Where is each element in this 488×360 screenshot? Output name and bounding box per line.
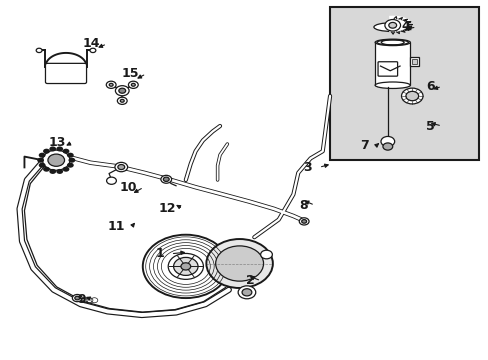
- Circle shape: [67, 153, 74, 158]
- Text: 9: 9: [77, 293, 85, 306]
- Text: 7: 7: [360, 139, 368, 152]
- Ellipse shape: [373, 23, 411, 32]
- Circle shape: [62, 167, 69, 172]
- Circle shape: [382, 143, 392, 150]
- Circle shape: [401, 88, 422, 104]
- Circle shape: [173, 257, 198, 275]
- Circle shape: [62, 149, 69, 154]
- Circle shape: [161, 175, 171, 183]
- Bar: [411, 59, 416, 64]
- Circle shape: [106, 81, 116, 89]
- Circle shape: [36, 48, 42, 53]
- Polygon shape: [389, 17, 410, 31]
- Circle shape: [68, 158, 75, 163]
- Circle shape: [37, 158, 44, 163]
- Circle shape: [142, 235, 228, 298]
- Circle shape: [388, 22, 396, 28]
- Circle shape: [72, 294, 82, 302]
- Circle shape: [215, 246, 263, 281]
- Text: 12: 12: [158, 202, 176, 215]
- Text: 13: 13: [48, 136, 66, 149]
- FancyBboxPatch shape: [377, 62, 397, 76]
- Circle shape: [119, 88, 125, 93]
- Text: 2: 2: [245, 274, 254, 287]
- Text: 11: 11: [107, 220, 124, 233]
- Circle shape: [301, 220, 306, 223]
- Circle shape: [67, 163, 74, 168]
- Text: 6: 6: [426, 80, 434, 93]
- Circle shape: [43, 167, 50, 172]
- FancyBboxPatch shape: [45, 63, 86, 84]
- Circle shape: [242, 289, 251, 296]
- Circle shape: [380, 136, 394, 147]
- Circle shape: [49, 169, 56, 174]
- Circle shape: [384, 19, 400, 31]
- Circle shape: [128, 81, 138, 89]
- Circle shape: [260, 250, 272, 259]
- Circle shape: [168, 253, 203, 279]
- Circle shape: [120, 99, 124, 102]
- Circle shape: [131, 84, 135, 86]
- Circle shape: [206, 239, 272, 288]
- Circle shape: [118, 165, 124, 170]
- Text: 15: 15: [122, 67, 139, 80]
- Text: 1: 1: [155, 247, 163, 260]
- Bar: [374, 42, 409, 85]
- Text: 3: 3: [303, 161, 311, 174]
- Circle shape: [163, 177, 169, 181]
- Circle shape: [115, 86, 129, 96]
- Circle shape: [181, 263, 190, 270]
- Circle shape: [48, 154, 64, 166]
- Circle shape: [299, 218, 308, 225]
- Circle shape: [109, 84, 113, 86]
- Circle shape: [39, 163, 45, 168]
- Text: 8: 8: [299, 199, 307, 212]
- Bar: [409, 57, 418, 66]
- Circle shape: [43, 149, 50, 154]
- Circle shape: [49, 147, 56, 152]
- Circle shape: [90, 48, 96, 53]
- Circle shape: [115, 162, 127, 172]
- Circle shape: [56, 147, 63, 152]
- Text: 5: 5: [426, 120, 434, 132]
- Circle shape: [42, 150, 70, 170]
- Ellipse shape: [374, 39, 409, 46]
- Circle shape: [106, 177, 116, 184]
- Circle shape: [238, 286, 255, 299]
- Text: 10: 10: [119, 181, 137, 194]
- Bar: [329, 7, 478, 160]
- Ellipse shape: [374, 82, 409, 89]
- Circle shape: [75, 296, 80, 300]
- Circle shape: [405, 91, 418, 101]
- Circle shape: [39, 153, 45, 158]
- Circle shape: [56, 169, 63, 174]
- Text: 4: 4: [400, 21, 409, 33]
- Text: 14: 14: [82, 37, 100, 50]
- Circle shape: [117, 97, 127, 104]
